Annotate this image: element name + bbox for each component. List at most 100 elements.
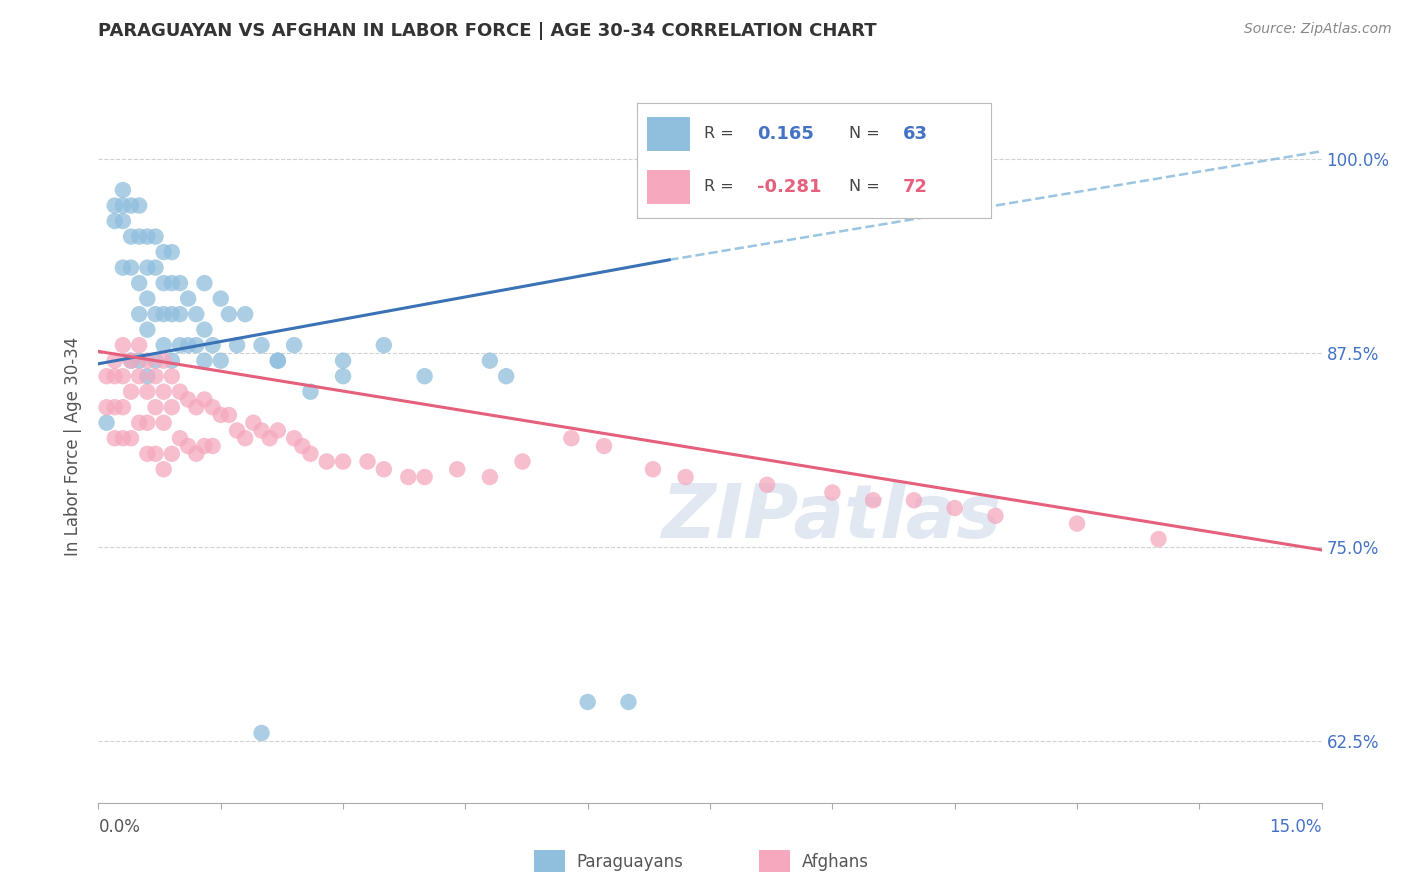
Point (145, 369, 167, 384)
Point (267, 353, 290, 368)
Point (396, 470, 419, 484)
Point (169, 431, 191, 445)
Point (576, 695, 599, 709)
Point (209, 353, 232, 368)
Point (356, 454, 378, 468)
Point (169, 276, 191, 290)
Point (169, 384, 191, 399)
Point (226, 338, 249, 352)
Point (145, 401, 167, 415)
Point (111, 401, 134, 415)
Point (250, 424, 273, 438)
Point (186, 401, 208, 415)
Point (104, 353, 127, 368)
Text: 15.0%: 15.0% (1270, 818, 1322, 837)
Point (283, 338, 305, 352)
Point (152, 384, 174, 399)
Point (111, 431, 134, 445)
Point (169, 307, 191, 321)
Point (218, 408, 240, 422)
Point (160, 447, 183, 461)
Point (120, 229, 142, 244)
Point (250, 726, 273, 740)
Point (136, 292, 159, 306)
Point (128, 369, 150, 384)
Point (756, 477, 779, 491)
Point (283, 431, 305, 445)
Point (145, 307, 167, 321)
Point (1066, 516, 1088, 531)
Text: Paraguayans: Paraguayans (576, 853, 683, 871)
Point (160, 369, 183, 384)
Point (104, 431, 127, 445)
Point (593, 439, 616, 453)
Point (128, 276, 150, 290)
Point (478, 353, 501, 368)
Point (617, 695, 640, 709)
Point (193, 392, 215, 407)
Point (160, 401, 183, 415)
Point (128, 353, 150, 368)
Point (267, 353, 290, 368)
Point (332, 454, 354, 468)
Point (943, 501, 966, 516)
Point (193, 276, 215, 290)
Point (226, 424, 249, 438)
Point (120, 431, 142, 445)
Point (128, 307, 150, 321)
Point (259, 431, 281, 445)
Point (111, 214, 134, 228)
Point (145, 353, 167, 368)
Point (104, 369, 127, 384)
Point (186, 447, 208, 461)
Point (145, 447, 167, 461)
Point (152, 462, 174, 476)
Point (903, 493, 925, 508)
Point (233, 431, 256, 445)
Point (675, 470, 697, 484)
Point (250, 338, 273, 352)
Point (193, 439, 215, 453)
Point (145, 260, 167, 275)
Point (136, 416, 159, 430)
Point (332, 353, 354, 368)
Point (413, 369, 436, 384)
Point (495, 369, 517, 384)
Point (120, 353, 142, 368)
Point (862, 493, 884, 508)
Point (128, 416, 150, 430)
Point (821, 485, 844, 500)
Text: 0.0%: 0.0% (98, 818, 141, 837)
Point (177, 439, 200, 453)
Point (560, 431, 582, 445)
Point (984, 508, 1007, 523)
Point (233, 307, 256, 321)
Point (373, 462, 395, 476)
Point (152, 276, 174, 290)
Point (201, 338, 224, 352)
Point (128, 198, 150, 212)
Point (478, 470, 501, 484)
Point (128, 229, 150, 244)
Point (136, 369, 159, 384)
Point (111, 198, 134, 212)
Text: ZIPatlas: ZIPatlas (662, 481, 1002, 554)
Point (96, 401, 118, 415)
Point (111, 183, 134, 197)
Text: Source: ZipAtlas.com: Source: ZipAtlas.com (1244, 22, 1392, 37)
Point (120, 260, 142, 275)
Point (160, 307, 183, 321)
Point (104, 198, 127, 212)
Point (299, 447, 322, 461)
Point (332, 369, 354, 384)
Point (1147, 532, 1170, 546)
Point (104, 401, 127, 415)
Point (111, 260, 134, 275)
Point (120, 198, 142, 212)
Point (209, 408, 232, 422)
Y-axis label: In Labor Force | Age 30-34: In Labor Force | Age 30-34 (65, 336, 83, 556)
Text: Afghans: Afghans (801, 853, 869, 871)
Point (136, 229, 159, 244)
Point (145, 229, 167, 244)
Point (242, 416, 264, 430)
